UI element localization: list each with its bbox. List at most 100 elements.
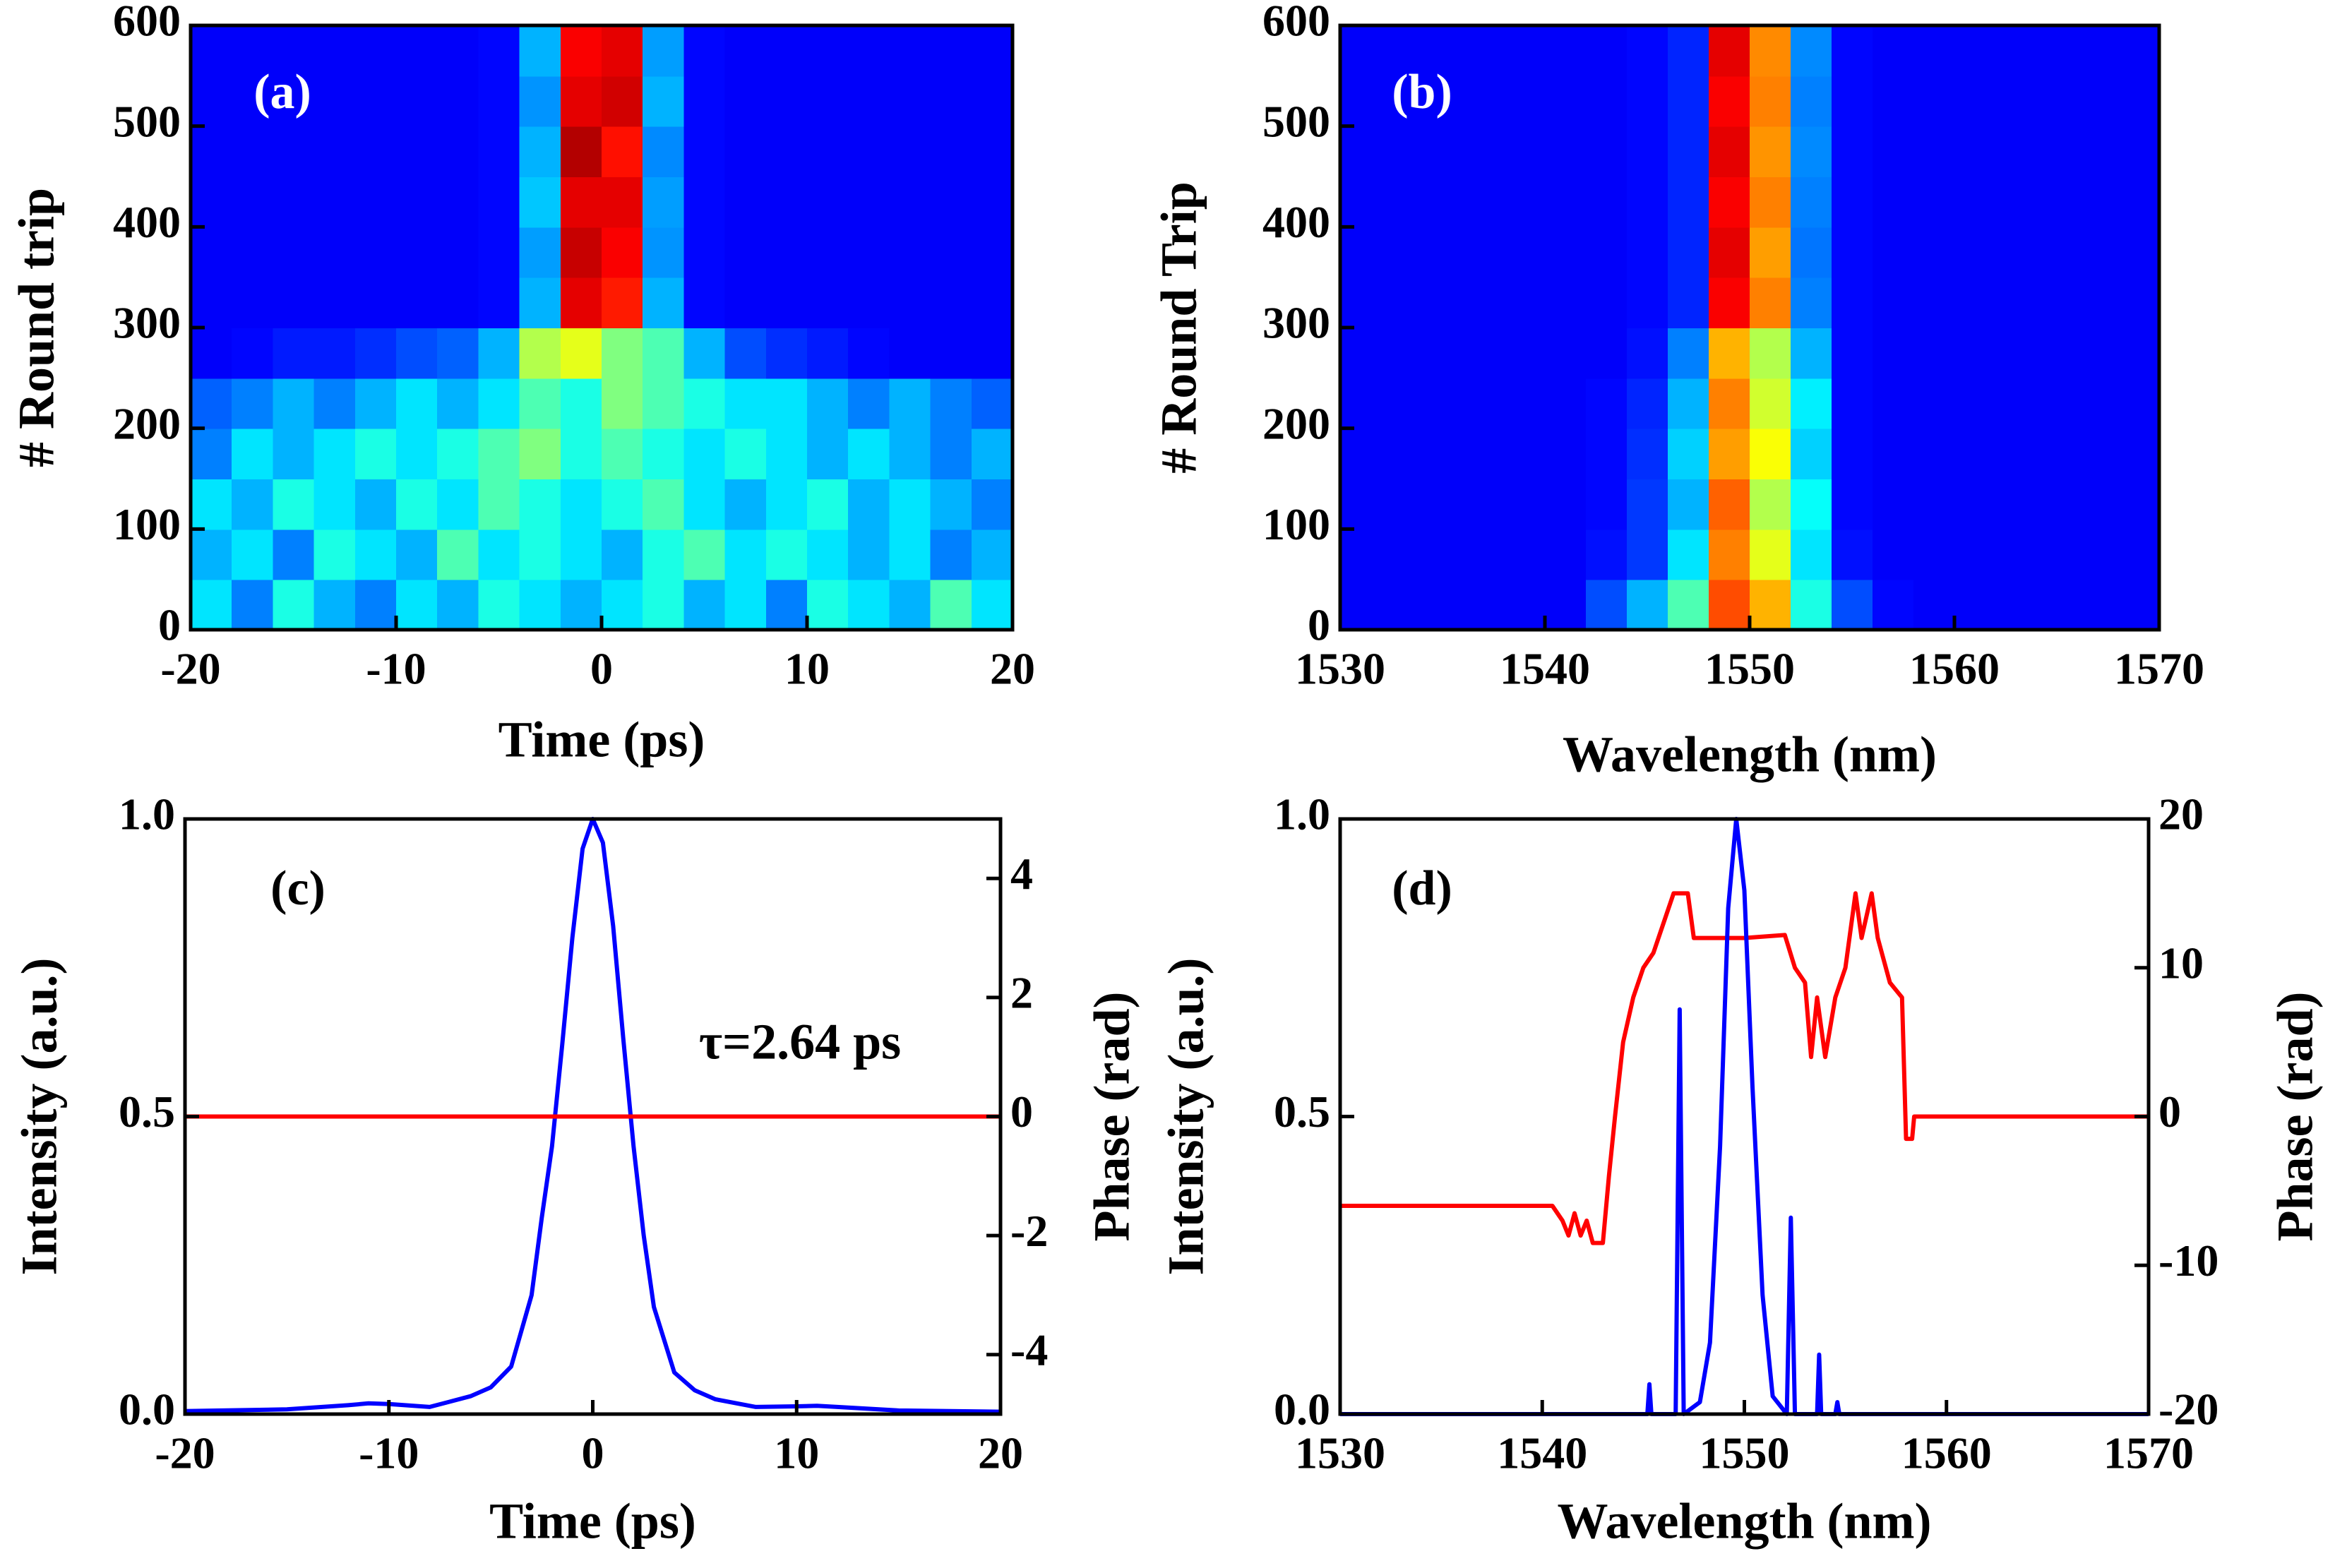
heatmap-cell bbox=[2077, 529, 2119, 580]
heatmap-cell bbox=[2077, 126, 2119, 177]
heatmap-cell bbox=[724, 529, 767, 580]
heatmap-cell bbox=[1913, 428, 1955, 479]
heatmap-cell bbox=[1381, 25, 1423, 77]
heatmap-cell bbox=[1750, 126, 1791, 177]
heatmap-cell bbox=[1791, 428, 1832, 479]
heatmap-cell bbox=[807, 227, 849, 278]
x-axis-title: Wavelength (nm) bbox=[1558, 1493, 1932, 1550]
heatmap-cell bbox=[1422, 76, 1464, 127]
heatmap-cell bbox=[1545, 126, 1587, 177]
heatmap-cell bbox=[1504, 277, 1546, 328]
heatmap-cell bbox=[602, 328, 644, 379]
heatmap-cell bbox=[519, 579, 561, 630]
heatmap-cell bbox=[478, 378, 520, 429]
heatmap-cell bbox=[602, 529, 644, 580]
heatmap-cell bbox=[1340, 529, 1382, 580]
heatmap-cell bbox=[354, 76, 397, 127]
heatmap-cell bbox=[1709, 176, 1750, 228]
panel-3: 1530 1540 1550 1560 1570 0.0 0.5 1.0 -20 -10 0 10 20… bbox=[1158, 789, 2324, 1550]
heatmap-cell bbox=[807, 25, 849, 77]
heatmap-cell bbox=[724, 479, 767, 530]
heatmap-cell bbox=[232, 529, 274, 580]
heatmap-cell bbox=[1545, 227, 1587, 278]
heatmap-cell bbox=[2036, 25, 2078, 77]
heatmap-cell bbox=[560, 25, 602, 77]
heatmap-cell bbox=[1832, 126, 1873, 177]
heatmap-cell bbox=[1791, 25, 1832, 77]
heatmap-cell bbox=[971, 479, 1013, 530]
heatmap-cell bbox=[396, 378, 438, 429]
heatmap-cell bbox=[2036, 76, 2078, 127]
heatmap-cell bbox=[1954, 227, 1996, 278]
heatmap-cell bbox=[765, 328, 808, 379]
heatmap-cell bbox=[1381, 227, 1423, 278]
heatmap-cell bbox=[930, 25, 972, 77]
heatmap-cell bbox=[437, 378, 479, 429]
heatmap-cell bbox=[602, 479, 644, 530]
heatmap-cell bbox=[930, 126, 972, 177]
heatmap-cell bbox=[1750, 579, 1791, 630]
heatmap-cell bbox=[930, 176, 972, 228]
heatmap-cell bbox=[519, 428, 561, 479]
heatmap-cell bbox=[1340, 428, 1382, 479]
heatmap-cell bbox=[1832, 328, 1873, 379]
heatmap-cell bbox=[1422, 479, 1464, 530]
heatmap-cell bbox=[519, 479, 561, 530]
heatmap-cell bbox=[724, 176, 767, 228]
heatmap-cell bbox=[478, 126, 520, 177]
heatmap-cell bbox=[1504, 25, 1546, 77]
heatmap-cell bbox=[1381, 428, 1423, 479]
heatmap-cell bbox=[1995, 227, 2037, 278]
heatmap-cell bbox=[1586, 579, 1628, 630]
heatmap-cell bbox=[643, 25, 685, 77]
heatmap-cell bbox=[1913, 529, 1955, 580]
panel-label: (d) bbox=[1392, 861, 1452, 916]
heatmap-cell bbox=[1954, 428, 1996, 479]
heatmap-cell bbox=[396, 479, 438, 530]
heatmap-cell bbox=[848, 76, 890, 127]
heatmap-cell bbox=[396, 529, 438, 580]
heatmap-cell bbox=[560, 529, 602, 580]
heatmap-cell bbox=[1791, 529, 1832, 580]
heatmap-cell bbox=[1791, 328, 1832, 379]
heatmap-cell bbox=[1381, 579, 1423, 630]
heatmap-cell bbox=[889, 176, 931, 228]
heatmap-cell bbox=[2077, 227, 2119, 278]
heatmap-cell bbox=[273, 25, 315, 77]
heatmap-cell bbox=[560, 328, 602, 379]
heatmap-cell bbox=[1750, 378, 1791, 429]
heatmap-cell bbox=[930, 277, 972, 328]
y2-tick-label: -20 bbox=[2158, 1384, 2218, 1435]
y2-tick-label: 2 bbox=[1010, 968, 1033, 1018]
heatmap-cell bbox=[1791, 277, 1832, 328]
heatmap-cell bbox=[765, 76, 808, 127]
heatmap-cell bbox=[807, 479, 849, 530]
heatmap-cell bbox=[560, 428, 602, 479]
heatmap-cell bbox=[478, 76, 520, 127]
x-tick-label: 1540 bbox=[1497, 1428, 1587, 1478]
heatmap-cell bbox=[1381, 277, 1423, 328]
heatmap-cell bbox=[602, 126, 644, 177]
heatmap-cell bbox=[1873, 479, 1914, 530]
heatmap-cell bbox=[1545, 579, 1587, 630]
heatmap-cell bbox=[519, 227, 561, 278]
heatmap-cell bbox=[1668, 579, 1709, 630]
heatmap-cell bbox=[1463, 428, 1505, 479]
heatmap-cell bbox=[1463, 76, 1505, 127]
y-tick-label: 0 bbox=[1308, 600, 1330, 650]
heatmap-cell bbox=[313, 328, 356, 379]
heatmap-cell bbox=[1832, 277, 1873, 328]
heatmap-cell bbox=[807, 378, 849, 429]
y-tick-label: 100 bbox=[113, 499, 181, 549]
heatmap-cell bbox=[560, 479, 602, 530]
heatmap-cell bbox=[519, 76, 561, 127]
heatmap-cell bbox=[1913, 126, 1955, 177]
heatmap-cell bbox=[683, 25, 726, 77]
heatmap-cell bbox=[848, 227, 890, 278]
heatmap-cell bbox=[765, 579, 808, 630]
heatmap-cell bbox=[437, 479, 479, 530]
heatmap-cell bbox=[807, 126, 849, 177]
heatmap-cell bbox=[396, 227, 438, 278]
